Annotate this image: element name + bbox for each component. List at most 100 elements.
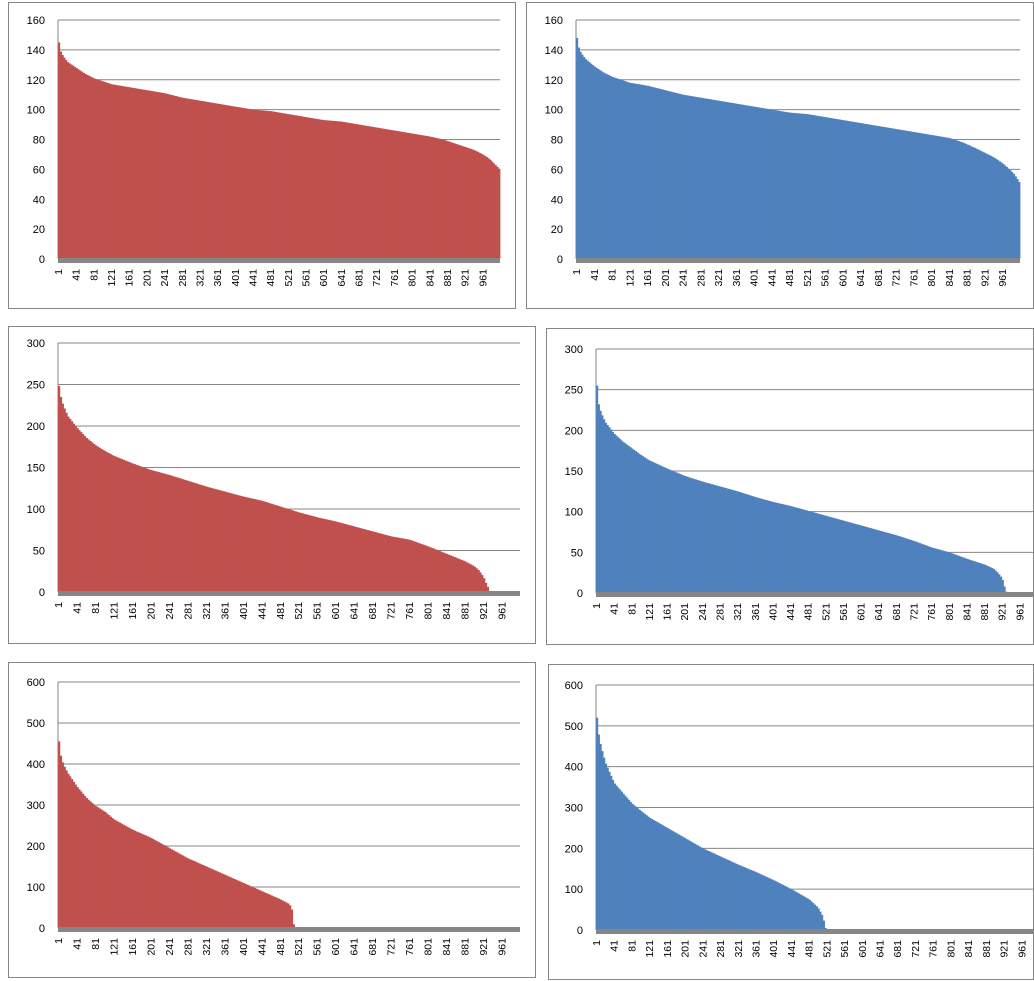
bar [828,117,831,260]
x-tick-label: 81 [90,602,102,614]
bar [927,134,930,259]
bar [289,114,292,259]
bar [460,559,464,592]
bar [940,136,943,259]
bar [604,763,608,930]
bar [253,499,257,592]
bar [709,851,712,930]
bar [408,133,411,259]
bar [808,899,811,930]
bar [739,865,742,930]
y-tick-label: 40 [33,194,45,206]
bar [629,82,632,259]
bar [248,497,251,592]
bar [479,572,482,592]
bar [305,514,308,592]
bar [194,483,197,592]
bar [157,842,161,928]
bar [789,112,792,259]
x-tick-label: 601 [837,269,849,287]
bar [735,864,739,930]
bar [858,122,861,259]
bar [109,816,112,928]
bar [654,821,657,930]
bar [59,51,62,260]
x-tick-label: 1 [571,269,583,275]
bar [774,110,778,260]
bar [851,121,854,259]
bar [370,531,373,592]
bar [268,503,271,592]
bar [423,545,427,592]
bar [224,104,227,260]
bar [731,489,734,593]
bar [326,120,329,259]
x-tick-label: 441 [786,940,798,958]
bar [962,557,966,593]
bar [634,451,637,593]
bar [231,878,234,928]
x-tick-label: 201 [679,603,691,621]
bar [473,566,477,592]
bar [707,850,710,930]
bar [848,522,851,593]
bar [677,93,680,259]
bar [187,480,190,592]
bar [331,520,334,592]
bar [216,871,220,928]
bar [681,836,684,930]
bar [144,835,148,928]
bar [388,129,391,259]
bar-series [58,42,501,260]
bar [844,120,847,260]
bar [821,514,824,593]
x-tick-label: 321 [713,269,725,287]
bar [624,795,627,930]
x-tick-label: 801 [423,602,435,620]
bar [233,494,236,592]
bar [842,520,846,593]
bar [738,492,742,593]
bar [161,473,164,592]
bar [413,133,416,259]
bar [730,489,733,593]
bar [659,88,662,259]
bar [735,103,739,259]
bar [443,139,446,259]
bar [894,534,897,593]
bar [998,161,1001,259]
bar [449,555,453,592]
bar [385,129,388,259]
bar [478,152,481,259]
bar [248,109,252,259]
bar [401,538,404,592]
bar [682,475,685,593]
bar [721,487,724,593]
bar [323,120,326,259]
bar [462,146,466,259]
bar [65,770,68,928]
bar [606,425,609,593]
bar [655,463,659,593]
bar [63,408,66,592]
bar [155,471,159,592]
bar [192,482,196,592]
bar [455,144,458,259]
bar [362,529,366,592]
bar [216,489,220,592]
bar [814,512,817,593]
y-tick-label: 300 [565,803,583,815]
bar [1005,166,1008,259]
x-tick-label: 801 [944,603,956,621]
bar [344,524,347,592]
bar [975,561,978,593]
bar [484,582,488,592]
bar [972,147,975,259]
bar [189,481,192,592]
x-tick-label: 241 [164,938,176,956]
bar [746,105,749,260]
bar [427,546,430,592]
x-tick-label: 561 [838,603,850,621]
x-tick-label: 361 [219,602,231,620]
